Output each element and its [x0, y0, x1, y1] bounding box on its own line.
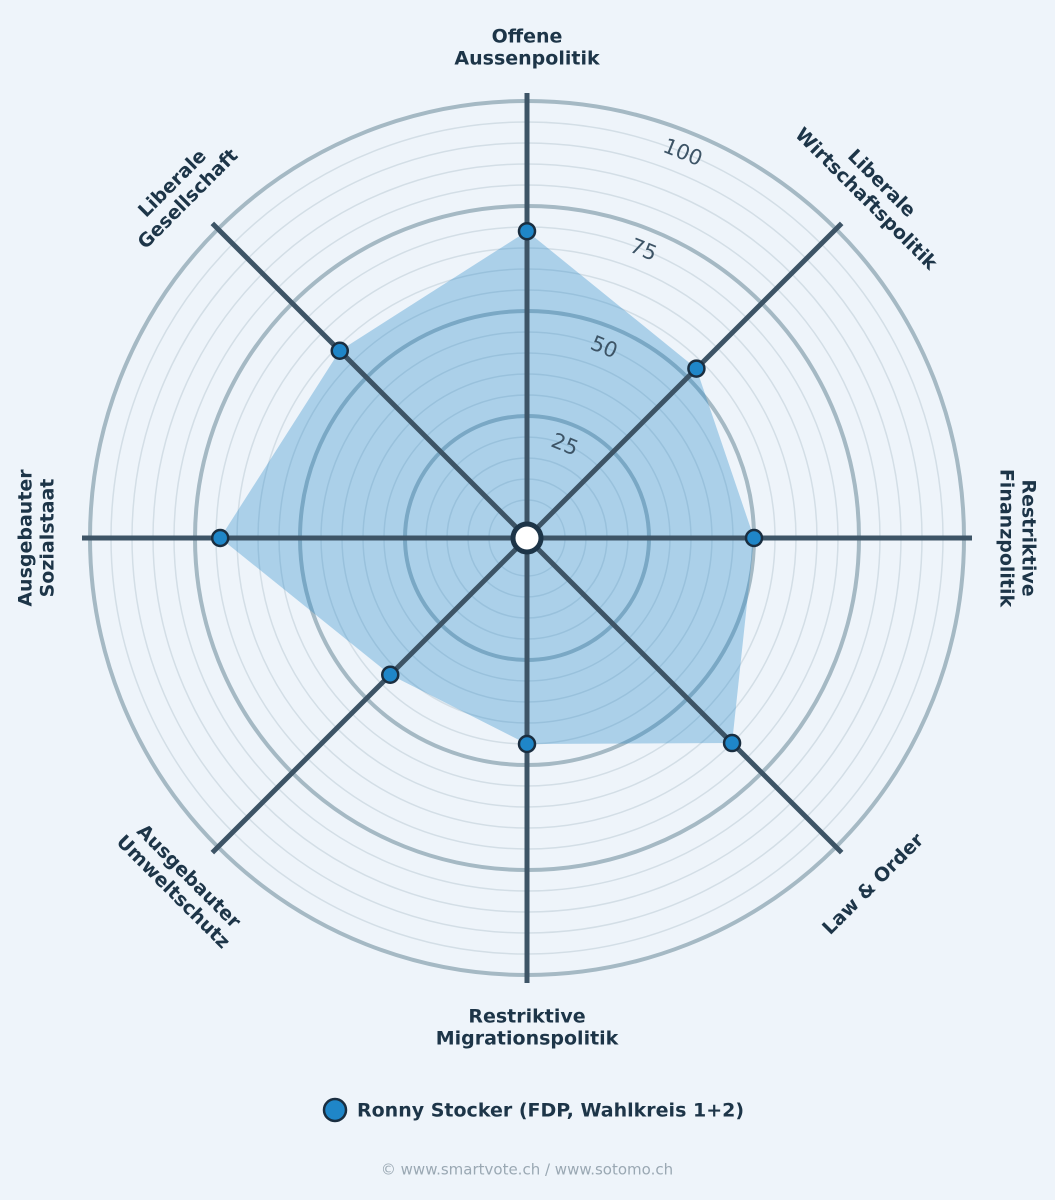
category-line: Finanzpolitik	[996, 469, 1018, 608]
data-point	[517, 734, 537, 754]
category-label: Ausgebauter Sozialstaat	[15, 469, 59, 607]
tick-label: 75	[627, 234, 661, 266]
data-point	[380, 665, 400, 685]
data-point	[744, 528, 764, 548]
radar-area	[220, 231, 754, 744]
legend-marker	[322, 1097, 348, 1123]
footer: © www.smartvote.ch / www.sotomo.ch	[381, 1161, 673, 1179]
category-line: Offene	[492, 26, 563, 48]
data-point	[687, 359, 706, 378]
data-point	[517, 221, 537, 241]
category-line: Ausgebauter	[15, 469, 37, 607]
category-line: Restriktive	[468, 1006, 585, 1028]
data-point	[210, 528, 230, 548]
category-line: Migrationspolitik	[436, 1028, 619, 1050]
axis-line	[525, 536, 844, 855]
axis-line	[210, 536, 529, 855]
category-line: Aussenpolitik	[454, 48, 600, 70]
category-line: Sozialstaat	[37, 479, 59, 598]
data-point	[722, 733, 742, 753]
tick-label: 100	[660, 134, 706, 171]
legend-label: Ronny Stocker (FDP, Wahlkreis 1+2)	[357, 1100, 744, 1122]
axis-line	[525, 221, 844, 540]
data-point	[330, 341, 350, 361]
center	[510, 521, 544, 555]
category-line: Restriktive	[1018, 479, 1040, 596]
axis-line	[210, 221, 529, 540]
